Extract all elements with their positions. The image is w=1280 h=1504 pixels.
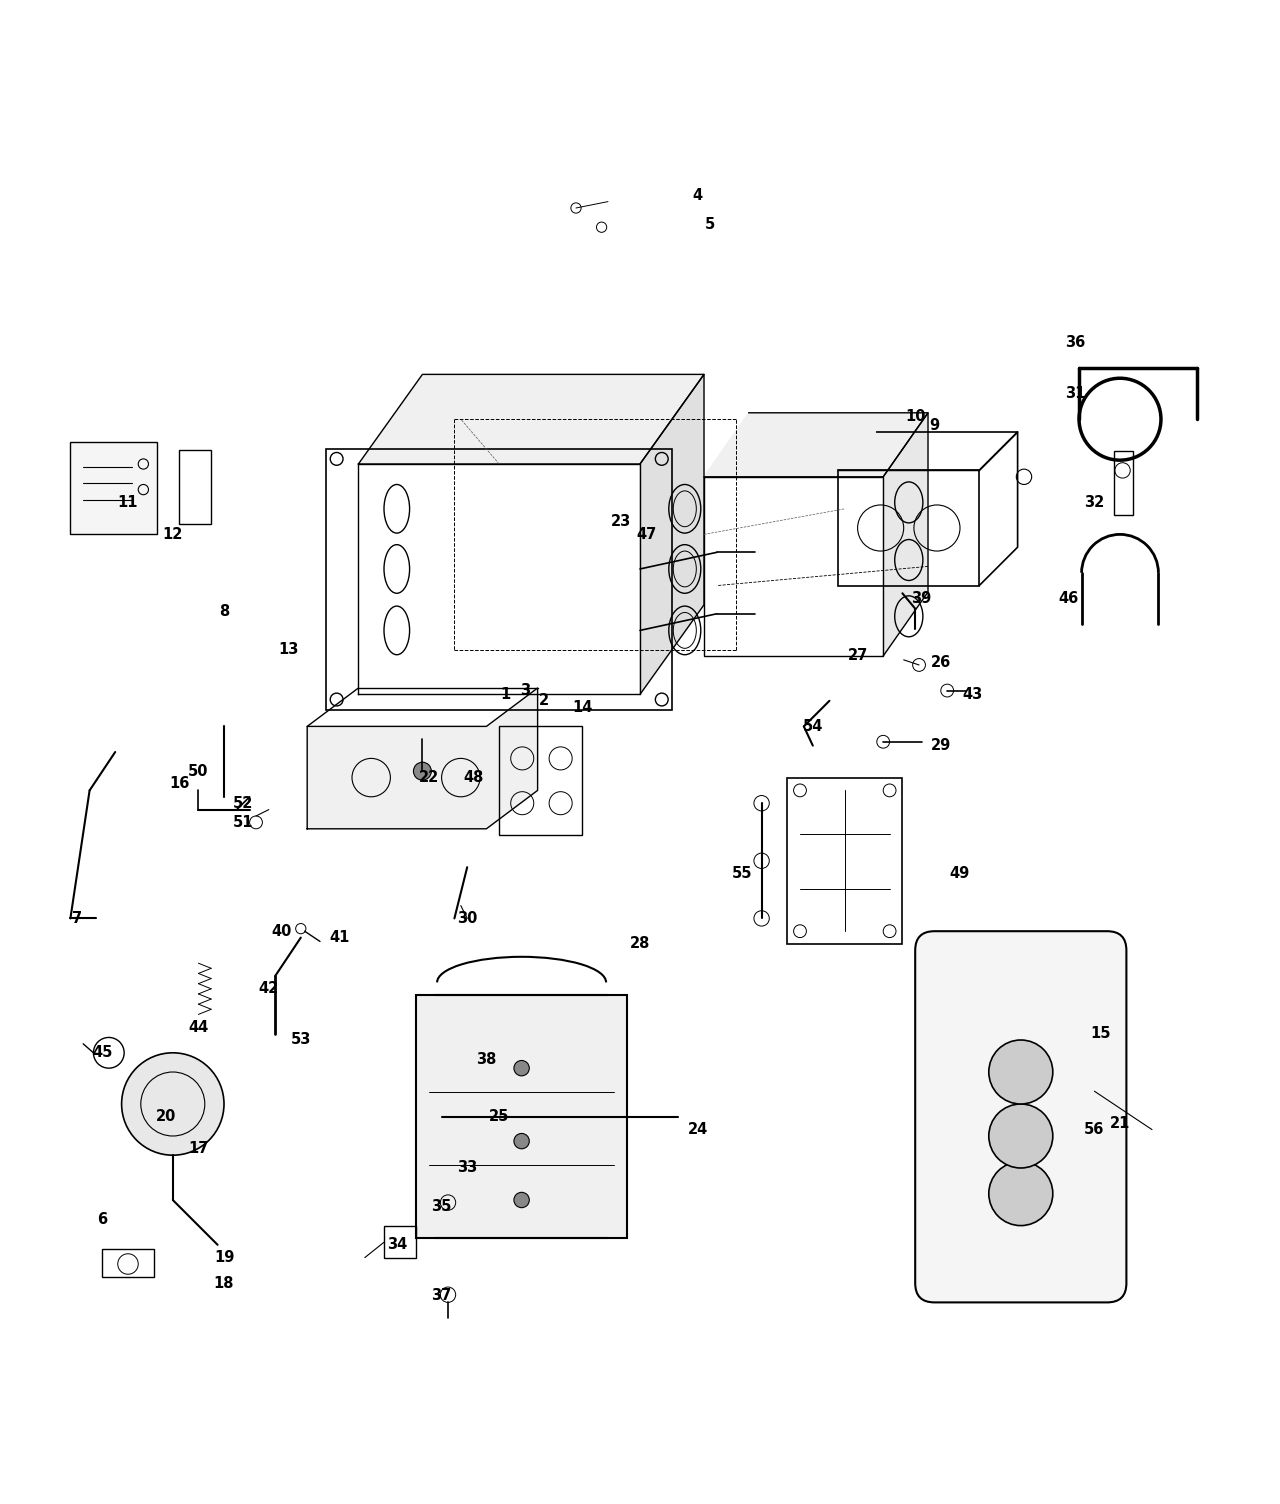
Bar [384,1226,416,1257]
Polygon shape [358,374,704,465]
Text: 12: 12 [163,526,183,541]
Bar [179,450,211,525]
Text: 19: 19 [214,1250,234,1265]
Polygon shape [307,687,538,829]
Polygon shape [704,412,928,477]
Text: 31: 31 [1065,387,1085,402]
Text: 1: 1 [500,687,511,702]
Bar [499,726,582,835]
Text: 27: 27 [847,648,868,663]
Text: 32: 32 [1084,495,1105,510]
Text: 14: 14 [572,699,593,714]
Text: 18: 18 [214,1275,234,1290]
Text: 29: 29 [931,738,951,754]
Polygon shape [883,412,928,656]
Text: 52: 52 [233,796,253,811]
Text: 49: 49 [950,866,970,881]
Text: 4: 4 [692,188,703,203]
Text: 53: 53 [291,1033,311,1047]
Text: 54: 54 [803,719,823,734]
Bar [704,477,883,656]
Text: 3: 3 [520,683,530,698]
Text: 50: 50 [188,764,209,779]
Circle shape [988,1161,1052,1226]
Text: 40: 40 [271,923,292,938]
Text: 28: 28 [630,937,650,952]
Text: 46: 46 [1059,591,1079,606]
Text: 36: 36 [1065,335,1085,350]
Text: 38: 38 [476,1051,497,1066]
Text: 23: 23 [611,514,631,529]
Circle shape [515,1134,530,1149]
Text: 10: 10 [905,409,925,424]
Text: 2: 2 [539,693,549,708]
Text: 39: 39 [911,591,932,606]
Circle shape [988,1039,1052,1104]
Text: 48: 48 [463,770,484,785]
Polygon shape [640,374,704,695]
Text: 47: 47 [636,526,657,541]
Circle shape [988,1104,1052,1169]
Bar [787,778,902,945]
Circle shape [413,763,431,781]
Text: 42: 42 [259,981,279,996]
Text: 33: 33 [457,1161,477,1176]
Text: 37: 37 [431,1289,452,1304]
Text: 13: 13 [278,642,298,657]
Text: 20: 20 [156,1110,177,1125]
Text: 44: 44 [188,1020,209,1035]
Bar [102,1248,154,1277]
Text: 22: 22 [419,770,439,785]
Text: 26: 26 [931,654,951,669]
Text: 45: 45 [92,1045,113,1060]
Text: 21: 21 [1110,1116,1130,1131]
Text: 6: 6 [97,1212,108,1227]
Text: 35: 35 [431,1199,452,1214]
Text: 7: 7 [72,911,82,926]
Bar [70,442,157,534]
Text: 5: 5 [705,217,716,232]
Circle shape [515,1060,530,1075]
Text: 17: 17 [188,1142,209,1157]
Text: 41: 41 [329,929,349,945]
Text: 56: 56 [1084,1122,1105,1137]
Text: 30: 30 [457,911,477,926]
Circle shape [122,1053,224,1155]
Text: 25: 25 [489,1110,509,1125]
Text: 34: 34 [387,1238,407,1253]
Text: 51: 51 [233,815,253,830]
Bar [1114,451,1133,516]
Text: 43: 43 [963,687,983,702]
Text: 8: 8 [219,603,229,618]
Text: 55: 55 [732,866,753,881]
Text: 16: 16 [169,776,189,791]
FancyBboxPatch shape [915,931,1126,1302]
Bar [326,448,672,710]
Circle shape [515,1193,530,1208]
Text: 24: 24 [687,1122,708,1137]
Text: 15: 15 [1091,1026,1111,1041]
Text: 11: 11 [118,495,138,510]
Text: 9: 9 [929,418,940,433]
Bar [416,996,627,1238]
Bar [838,471,979,585]
